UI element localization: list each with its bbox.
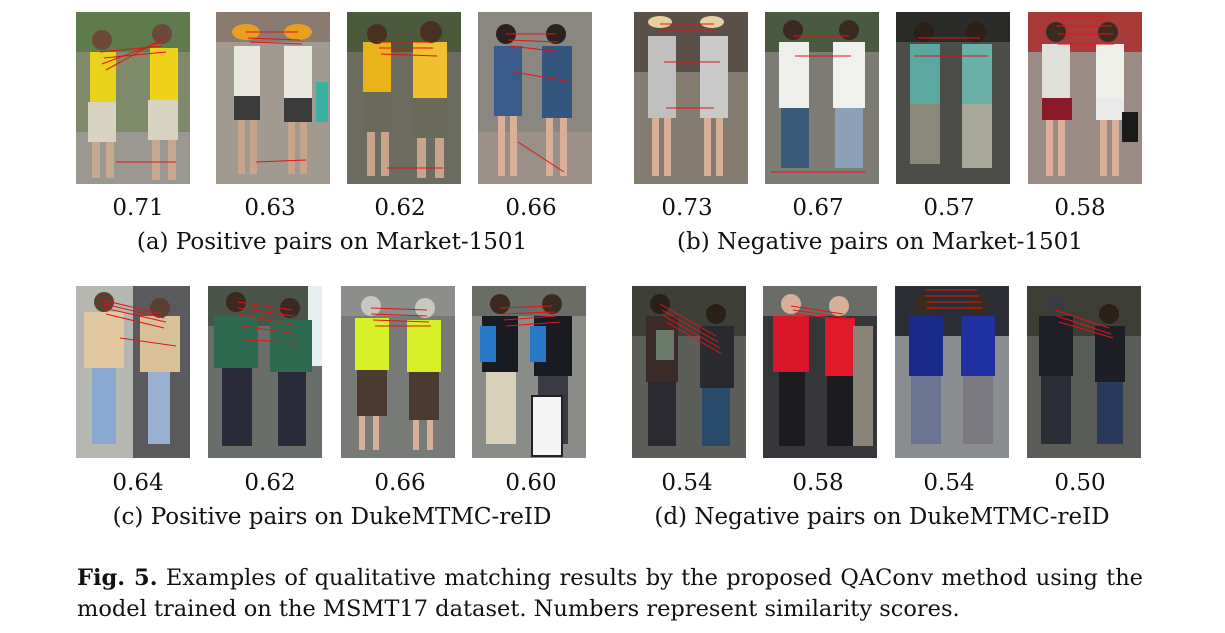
score-c2: 0.62 [244,470,296,496]
pair-image-a4 [478,12,592,184]
score-d3: 0.54 [923,470,975,496]
score-a3: 0.62 [374,195,426,221]
panel-caption-d: (d) Negative pairs on DukeMTMC-reID [654,504,1110,530]
pair-image-d2 [763,286,877,458]
pair-image-c3 [341,286,455,458]
score-d1: 0.54 [661,470,713,496]
score-c4: 0.60 [505,470,557,496]
panel-caption-b: (b) Negative pairs on Market-1501 [677,229,1083,255]
score-b3: 0.57 [923,195,975,221]
score-a4: 0.66 [505,195,557,221]
score-c3: 0.66 [374,470,426,496]
pair-image-d4 [1027,286,1141,458]
score-a2: 0.63 [244,195,296,221]
pair-image-c1 [76,286,190,458]
pair-image-b2 [765,12,879,184]
figure-label: Fig. 5. [77,565,158,591]
pair-image-c4 [472,286,586,458]
pair-image-c2 [208,286,322,458]
score-b1: 0.73 [661,195,713,221]
panel-caption-c: (c) Positive pairs on DukeMTMC-reID [112,504,552,530]
score-b4: 0.58 [1054,195,1106,221]
score-c1: 0.64 [112,470,164,496]
score-a1: 0.71 [112,195,164,221]
panel-caption-a: (a) Positive pairs on Market-1501 [136,229,528,255]
score-d4: 0.50 [1054,470,1106,496]
pair-image-d3 [895,286,1009,458]
pair-image-b3 [896,12,1010,184]
pair-image-b1 [634,12,748,184]
pair-image-a3 [347,12,461,184]
figure-caption: Fig. 5. Examples of qualitative matching… [77,563,1143,625]
pair-image-d1 [632,286,746,458]
pair-image-a1 [76,12,190,184]
pair-image-a2 [216,12,330,184]
figure-caption-text: Examples of qualitative matching results… [77,565,1143,622]
score-b2: 0.67 [792,195,844,221]
pair-image-b4 [1028,12,1142,184]
score-d2: 0.58 [792,470,844,496]
